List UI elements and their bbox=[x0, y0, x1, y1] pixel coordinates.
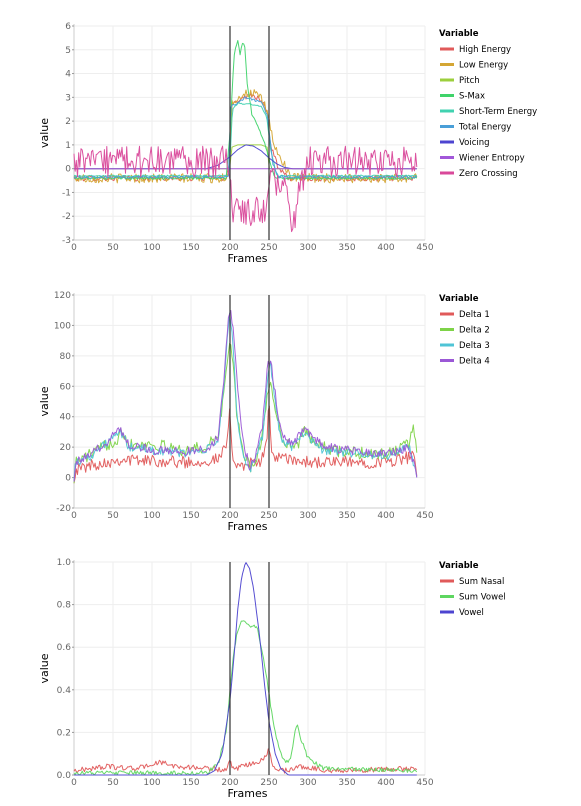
legend-label: Voicing bbox=[459, 138, 490, 148]
legend-label: Delta 2 bbox=[459, 326, 490, 336]
series-line-sum-vowel bbox=[73, 620, 418, 776]
legend-title: Variable bbox=[439, 561, 479, 571]
series-line-total-energy bbox=[73, 96, 418, 179]
y-tick-label: 6 bbox=[65, 22, 71, 32]
y-tick-label: 0.4 bbox=[57, 686, 72, 696]
x-tick-label: 400 bbox=[377, 243, 394, 253]
y-axis-title: value bbox=[38, 118, 51, 148]
legend-label: Delta 1 bbox=[459, 310, 490, 320]
series-line-s-max bbox=[73, 40, 418, 180]
legend-title: Variable bbox=[439, 29, 479, 39]
x-tick-label: 150 bbox=[182, 243, 199, 253]
series-line-delta-1 bbox=[73, 405, 418, 484]
x-tick-label: 200 bbox=[221, 778, 238, 788]
x-axis-title: Frames bbox=[227, 787, 267, 800]
y-tick-label: 2 bbox=[65, 117, 71, 127]
y-tick-label: 4 bbox=[65, 70, 71, 80]
legend-label: Pitch bbox=[459, 76, 480, 86]
x-tick-label: 200 bbox=[221, 511, 238, 521]
x-tick-label: 200 bbox=[221, 243, 238, 253]
chart-3: 0 50 100 150 200 250 300 350 400 450 0.0 0.2 0.4 0.6 0… bbox=[38, 558, 506, 800]
x-tick-label: 100 bbox=[143, 511, 160, 521]
y-tick-label: -3 bbox=[62, 236, 71, 246]
y-tick-label: -1 bbox=[62, 188, 71, 198]
y-axis-title: value bbox=[38, 386, 51, 416]
y-tick-label: 0 bbox=[65, 474, 71, 484]
x-tick-label: 300 bbox=[299, 243, 316, 253]
x-tick-label: 50 bbox=[107, 511, 119, 521]
y-tick-label: 3 bbox=[65, 93, 71, 103]
x-tick-label: 300 bbox=[299, 778, 316, 788]
chart-1: 0 50 100 150 200 250 300 350 400 450 -3 -2 -1 0 1 2 3 4 5 6… bbox=[38, 22, 537, 265]
x-tick-label: 300 bbox=[299, 511, 316, 521]
legend-label: Wiener Entropy bbox=[459, 154, 525, 164]
x-axis-title: Frames bbox=[227, 520, 267, 533]
legend-label: Vowel bbox=[459, 608, 484, 618]
y-tick-label: 1.0 bbox=[57, 558, 72, 568]
legend-label: Delta 3 bbox=[459, 341, 490, 351]
y-tick-label: 5 bbox=[65, 46, 71, 56]
legend-label: S-Max bbox=[459, 92, 485, 102]
x-tick-label: 0 bbox=[71, 243, 77, 253]
x-tick-label: 0 bbox=[71, 778, 77, 788]
series-line-delta-4 bbox=[73, 310, 418, 482]
x-tick-label: 400 bbox=[377, 778, 394, 788]
legend-label: Sum Vowel bbox=[459, 593, 506, 603]
x-tick-label: 250 bbox=[260, 243, 277, 253]
legend-label: Short-Term Energy bbox=[459, 107, 537, 117]
x-tick-label: 50 bbox=[107, 243, 119, 253]
y-tick-label: -20 bbox=[56, 504, 71, 514]
series-line-zero-crossing bbox=[73, 145, 418, 233]
legend-label: Sum Nasal bbox=[459, 577, 504, 587]
x-tick-label: 150 bbox=[182, 511, 199, 521]
y-tick-label: 80 bbox=[60, 352, 72, 362]
y-tick-label: 120 bbox=[54, 291, 71, 301]
x-tick-label: 100 bbox=[143, 243, 160, 253]
x-tick-label: 250 bbox=[260, 511, 277, 521]
y-axis-title: value bbox=[38, 653, 51, 683]
legend-label: Zero Crossing bbox=[459, 169, 518, 179]
x-tick-label: 100 bbox=[143, 778, 160, 788]
legend-title: Variable bbox=[439, 294, 479, 304]
y-tick-label: 40 bbox=[60, 413, 72, 423]
x-tick-label: 400 bbox=[377, 511, 394, 521]
x-tick-label: 450 bbox=[416, 243, 433, 253]
y-tick-label: 100 bbox=[54, 321, 71, 331]
y-tick-label: 0 bbox=[65, 165, 71, 175]
x-tick-label: 450 bbox=[416, 511, 433, 521]
x-tick-label: 250 bbox=[260, 778, 277, 788]
y-tick-label: 60 bbox=[60, 382, 72, 392]
legend-label: Total Energy bbox=[458, 123, 511, 133]
legend-label: Delta 4 bbox=[459, 357, 490, 367]
x-tick-label: 350 bbox=[338, 243, 355, 253]
x-tick-label: 0 bbox=[71, 511, 77, 521]
chart-2: 0 50 100 150 200 250 300 350 400 450-200204060801… bbox=[38, 291, 490, 533]
x-tick-label: 350 bbox=[338, 511, 355, 521]
y-tick-label: 0.2 bbox=[57, 728, 71, 738]
x-tick-label: 50 bbox=[107, 778, 119, 788]
x-tick-label: 150 bbox=[182, 778, 199, 788]
series-line-delta-3 bbox=[73, 312, 418, 482]
series-line-sum-nasal bbox=[73, 748, 418, 774]
series-line-vowel bbox=[74, 562, 417, 776]
y-tick-label: 0.6 bbox=[57, 643, 72, 653]
x-tick-label: 350 bbox=[338, 778, 355, 788]
y-tick-label: 0.0 bbox=[57, 771, 72, 781]
y-tick-label: -2 bbox=[62, 212, 71, 222]
y-tick-label: 20 bbox=[60, 443, 72, 453]
legend-label: High Energy bbox=[459, 45, 511, 55]
y-tick-label: 0.8 bbox=[57, 601, 72, 611]
x-axis-title: Frames bbox=[227, 252, 267, 265]
x-tick-label: 450 bbox=[416, 778, 433, 788]
legend-label: Low Energy bbox=[459, 61, 508, 71]
y-tick-label: 1 bbox=[65, 141, 71, 151]
